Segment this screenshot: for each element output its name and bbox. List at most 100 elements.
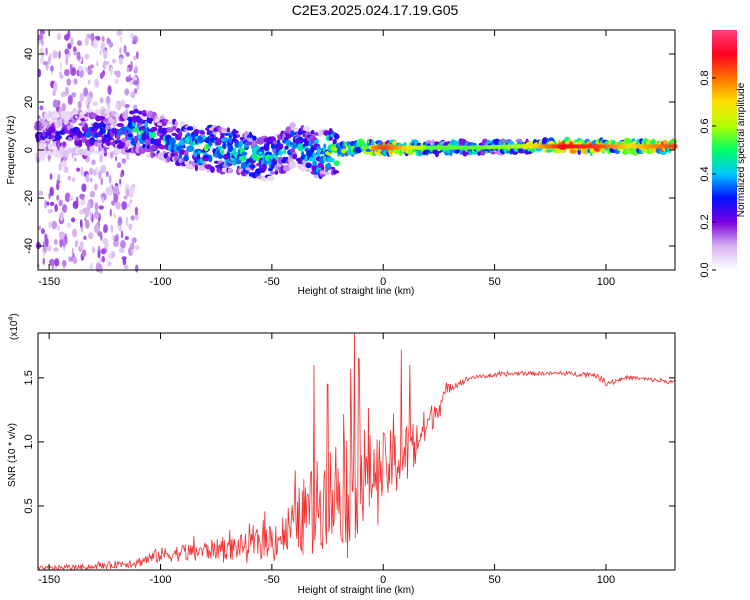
- x-tick-label: -100: [149, 574, 171, 586]
- y-tick-label: 0: [23, 147, 35, 153]
- heatmap-core-cell: [657, 144, 660, 149]
- heatmap-cell: [133, 127, 140, 133]
- heatmap-cell: [226, 127, 231, 133]
- heatmap-noise-cell: [111, 58, 116, 64]
- heatmap-noise-cell: [79, 240, 84, 251]
- heatmap-cell: [194, 164, 199, 172]
- heatmap-core-cell: [459, 145, 462, 150]
- heatmap-noise-cell: [68, 256, 73, 262]
- heatmap-noise-cell: [94, 202, 99, 212]
- y-tick-label: 1.0: [23, 434, 35, 449]
- heatmap-noise-cell: [65, 55, 68, 66]
- heatmap-core-cell: [514, 144, 517, 149]
- heatmap-noise-cell: [131, 249, 134, 255]
- heatmap-noise-cell: [107, 85, 112, 96]
- heatmap-cell: [228, 136, 233, 144]
- heatmap-noise-cell: [96, 60, 99, 67]
- heatmap-noise-cell: [119, 36, 123, 43]
- heatmap-noise-cell: [106, 95, 110, 104]
- heatmap-cell: [93, 123, 99, 129]
- heatmap-cell: [220, 128, 229, 133]
- spectrogram-x-ticks: -150 -100 -50 0 50 100: [38, 30, 615, 288]
- heatmap-cell: [244, 141, 253, 146]
- heatmap-noise-cell: [44, 199, 47, 209]
- heatmap-noise-cell: [85, 219, 90, 229]
- heatmap-core-cell: [465, 145, 468, 150]
- heatmap-noise-cell: [124, 104, 130, 108]
- heatmap-cell: [188, 160, 192, 165]
- heatmap-core-cell: [503, 144, 506, 149]
- heatmap-core-cell: [398, 145, 402, 150]
- heatmap-core-cell: [510, 144, 513, 149]
- heatmap-cell: [124, 110, 128, 115]
- heatmap-noise-cell: [77, 100, 82, 110]
- heatmap-core-cell: [405, 145, 408, 150]
- heatmap-cell: [168, 137, 176, 146]
- heatmap-noise-cell: [100, 177, 104, 186]
- heatmap-noise-cell: [49, 201, 55, 206]
- heatmap-core-cell: [508, 144, 511, 149]
- heatmap-cell: [200, 131, 205, 135]
- heatmap-noise-cell: [116, 30, 123, 36]
- heatmap-noise-cell: [103, 224, 108, 234]
- heatmap-noise-cell: [125, 152, 130, 161]
- heatmap-noise-cell: [134, 206, 138, 216]
- heatmap-noise-cell: [69, 64, 73, 72]
- heatmap-noise-cell: [131, 238, 135, 245]
- heatmap-cell: [300, 165, 305, 173]
- heatmap-noise-cell: [113, 193, 119, 203]
- heatmap-core-cell: [637, 144, 640, 149]
- heatmap-noise-cell: [105, 171, 109, 178]
- heatmap-core-cell: [421, 145, 424, 150]
- heatmap-noise-cell: [120, 101, 126, 107]
- heatmap-noise-cell: [72, 200, 79, 210]
- heatmap-noise-cell: [122, 258, 127, 266]
- heatmap-core-cell: [387, 145, 391, 150]
- spectrogram-heatmap: [34, 29, 678, 274]
- heatmap-core-cell: [505, 144, 509, 149]
- heatmap-core-cell: [528, 144, 531, 149]
- heatmap-core-cell: [592, 144, 595, 149]
- heatmap-core-cell: [385, 145, 388, 150]
- colorbar-gradient: [712, 30, 737, 270]
- heatmap-cell: [249, 164, 256, 169]
- heatmap-noise-cell: [113, 185, 120, 195]
- x-tick-label: 0: [380, 574, 386, 586]
- heatmap-core-cell: [648, 144, 651, 149]
- heatmap-cell: [114, 139, 118, 145]
- heatmap-noise-cell: [54, 258, 60, 267]
- heatmap-cell: [290, 127, 299, 131]
- heatmap-core-cell: [490, 145, 493, 150]
- heatmap-noise-cell: [110, 250, 116, 259]
- heatmap-cell: [326, 157, 335, 163]
- heatmap-noise-cell: [93, 183, 98, 191]
- heatmap-noise-cell: [45, 47, 48, 56]
- heatmap-core-cell: [610, 144, 613, 149]
- heatmap-cell: [297, 143, 305, 152]
- heatmap-cell: [459, 148, 463, 155]
- heatmap-noise-cell: [87, 79, 91, 85]
- heatmap-cell: [125, 141, 131, 148]
- heatmap-cell: [304, 142, 310, 147]
- heatmap-noise-cell: [66, 78, 72, 86]
- heatmap-core-cell: [461, 145, 464, 150]
- heatmap-core-cell: [621, 144, 624, 149]
- snr-plot-area: [38, 333, 675, 570]
- heatmap-cell: [223, 132, 230, 136]
- heatmap-noise-cell: [125, 51, 130, 57]
- heatmap-cell: [64, 111, 72, 115]
- heatmap-noise-cell: [136, 84, 140, 90]
- heatmap-cell: [133, 108, 139, 114]
- heatmap-cell: [449, 148, 453, 157]
- heatmap-cell: [50, 134, 54, 140]
- heatmap-core-cell: [590, 144, 593, 149]
- heatmap-core-cell: [494, 145, 497, 149]
- heatmap-noise-cell: [48, 154, 51, 162]
- heatmap-cell: [202, 157, 211, 162]
- heatmap-noise-cell: [130, 60, 133, 71]
- heatmap-cell: [271, 161, 278, 165]
- heatmap-noise-cell: [104, 241, 109, 249]
- heatmap-core-cell: [521, 144, 524, 149]
- heatmap-noise-cell: [66, 222, 71, 228]
- snr-multiplier: (x104): [8, 313, 20, 340]
